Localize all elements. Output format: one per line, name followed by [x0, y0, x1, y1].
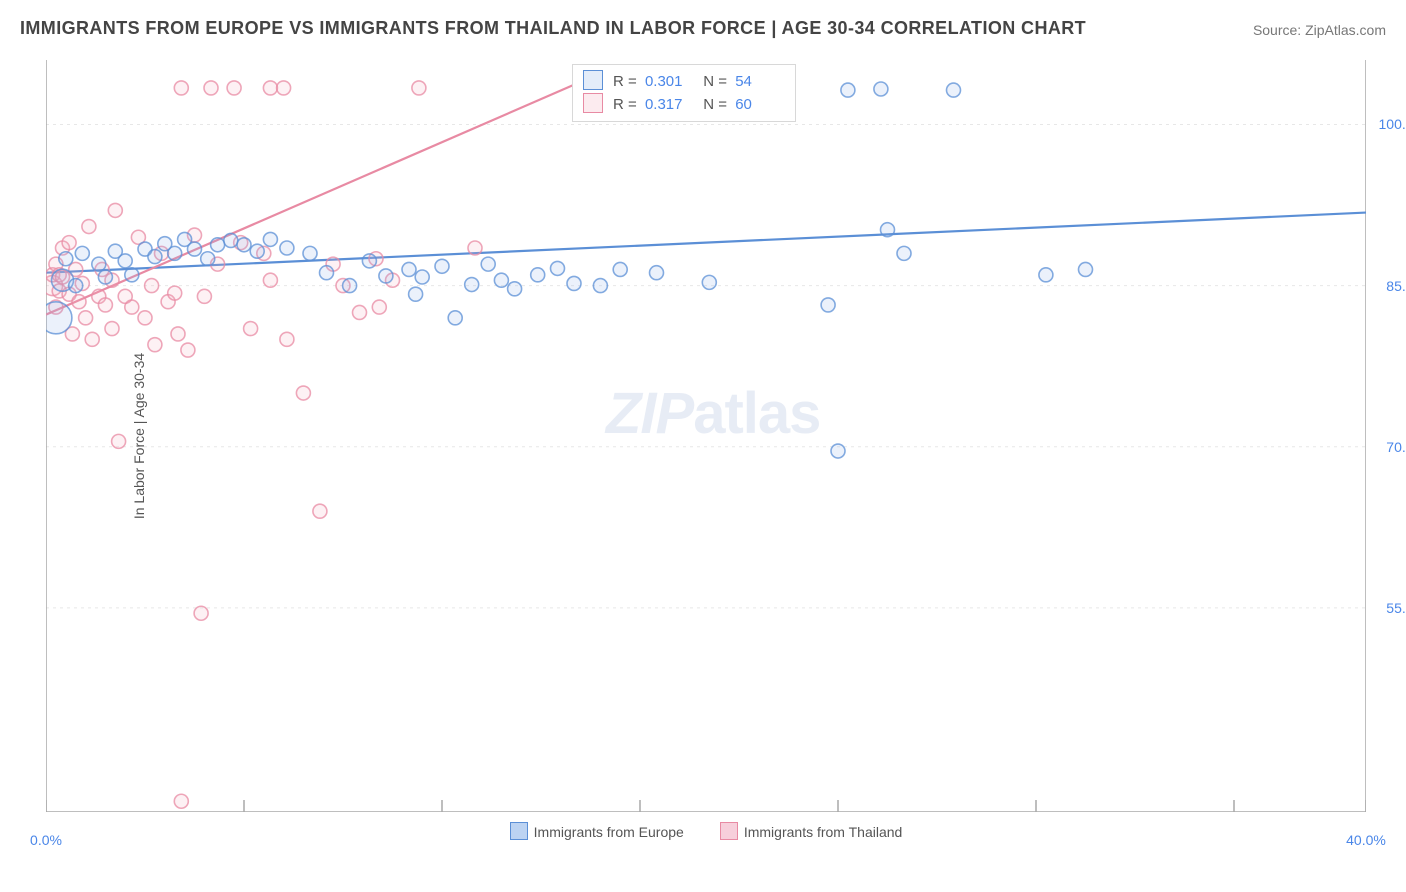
top-legend-row: R = 0.301 N = 54 [583, 70, 785, 93]
legend-item: Immigrants from Thailand [720, 822, 902, 840]
top-legend-row: R = 0.317 N = 60 [583, 93, 785, 116]
y-tick-label: 85.0% [1386, 278, 1406, 294]
y-tick-label: 70.0% [1386, 439, 1406, 455]
x-tick-label: 40.0% [1346, 832, 1386, 848]
chart-title: IMMIGRANTS FROM EUROPE VS IMMIGRANTS FRO… [20, 18, 1086, 39]
y-tick-label: 100.0% [1379, 116, 1406, 132]
chart-svg [46, 60, 1366, 812]
plot-area: In Labor Force | Age 30-34 ZIPatlas R = … [46, 60, 1366, 812]
top-legend-box: R = 0.301 N = 54R = 0.317 N = 60 [572, 64, 796, 122]
bottom-legend: Immigrants from Europe Immigrants from Th… [46, 822, 1366, 840]
y-tick-label: 55.0% [1386, 600, 1406, 616]
source-label: Source: ZipAtlas.com [1253, 22, 1386, 38]
x-tick-label: 0.0% [30, 832, 62, 848]
legend-item: Immigrants from Europe [510, 822, 684, 840]
y-axis-label: In Labor Force | Age 30-34 [131, 353, 147, 519]
